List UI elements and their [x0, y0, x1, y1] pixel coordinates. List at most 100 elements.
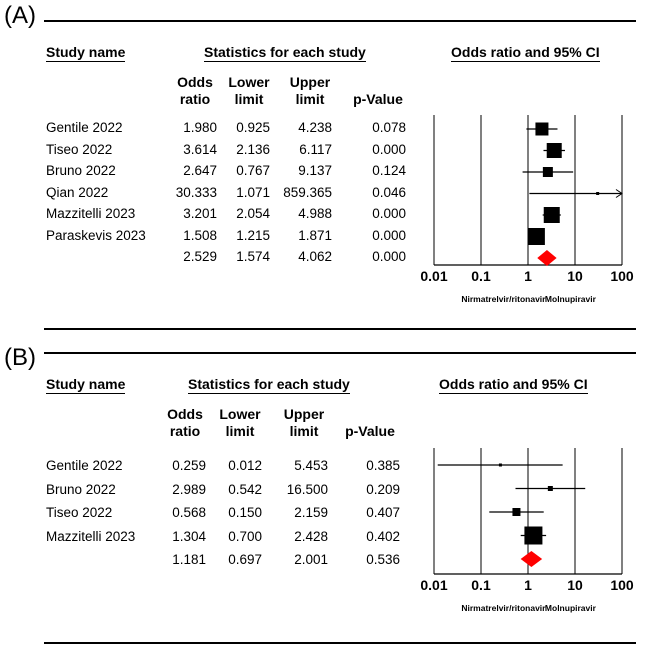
forest-plot-panel-a: (A) Study name Statistics for each study…	[0, 0, 651, 322]
p-value-cell: 0.536	[366, 552, 400, 567]
statistics-header: Statistics for each study	[204, 44, 366, 62]
study-name-header: Study name	[46, 44, 126, 62]
lower-limit-cell: 0.542	[228, 481, 262, 497]
x-tick-label: 0.01	[420, 577, 447, 593]
odds-ratio-cell: 1.304	[172, 528, 206, 544]
col-odds-ratio-header: Odds ratio	[165, 74, 225, 108]
col-p-value-header: p-Value	[345, 423, 395, 439]
x-tick-label: 10	[567, 268, 583, 284]
odds-ratio-cell: 2.647	[183, 163, 217, 178]
x-tick-label: 0.01	[420, 268, 447, 284]
odds-ratio-cell: 2.989	[172, 481, 206, 497]
study-name-cell: Tiseo 2022	[46, 141, 113, 157]
odds-ratio-cell: 1.980	[183, 120, 217, 135]
study-name-cell: Bruno 2022	[46, 163, 116, 178]
top-rule	[44, 352, 636, 354]
odds-ratio-cell: 2.529	[183, 249, 217, 264]
forest-plot-area: 0.01 0.1 1 10 100 Nirmatrelvir/ritonavir Molnu…	[420, 448, 634, 613]
lower-limit-cell: 0.925	[236, 120, 270, 135]
p-value-cell: 0.407	[366, 505, 400, 520]
col-upper-limit-header: Upper limit	[280, 74, 340, 108]
col-lo-line1: Lower	[219, 406, 261, 422]
col-or-line1: Odds	[167, 406, 203, 422]
lower-limit-cell: 1.071	[236, 184, 270, 200]
lower-limit-cell: 0.700	[228, 528, 262, 544]
lower-limit-cell: 0.012	[228, 458, 262, 473]
study-marker	[596, 192, 600, 195]
study-name-cell: Gentile 2022	[46, 120, 123, 135]
col-upper-limit-header: Upper limit	[274, 406, 334, 440]
study-name-cell: Mazzitelli 2023	[46, 528, 136, 544]
col-hi-line1: Upper	[283, 406, 325, 422]
study-marker	[524, 526, 543, 545]
study-marker	[542, 167, 553, 177]
odds-ratio-cell: 1.181	[172, 552, 206, 567]
x-tick-label: 10	[567, 577, 583, 593]
study-name-cell: Tiseo 2022	[46, 505, 113, 520]
lower-limit-cell: 1.574	[236, 249, 270, 264]
lower-limit-cell: 0.767	[236, 163, 270, 178]
study-name-header: Study name	[46, 376, 126, 394]
col-lo-line1: Lower	[228, 74, 270, 90]
study-marker	[546, 143, 562, 158]
study-marker	[498, 463, 502, 467]
col-or-line1: Odds	[177, 74, 213, 90]
x-tick-label: 0.1	[471, 268, 491, 284]
study-name-cell: Mazzitelli 2023	[46, 206, 136, 221]
favors-right-label: Molnupiravir	[545, 603, 597, 613]
x-tick-label: 1	[524, 268, 532, 284]
lower-limit-cell: 0.150	[228, 505, 262, 520]
odds-ratio-cell: 30.333	[175, 184, 217, 200]
lower-limit-cell: 1.215	[236, 227, 270, 243]
study-marker	[512, 508, 521, 516]
p-value-cell: 0.000	[372, 206, 406, 221]
top-rule-upper	[44, 328, 636, 330]
col-hi-line2: limit	[289, 423, 319, 439]
x-tick-label: 1	[524, 577, 532, 593]
col-or-line2: ratio	[179, 91, 211, 107]
col-lower-limit-header: Lower limit	[210, 406, 270, 440]
col-hi-line1: Upper	[289, 74, 331, 90]
col-or-line2: ratio	[169, 423, 201, 439]
study-name-cell: Bruno 2022	[46, 481, 116, 497]
p-value-cell: 0.046	[372, 184, 406, 200]
forest-plot-area: 0.01 0.1 1 10 100 Nirmatrelvir/ritonavir Molnu…	[420, 115, 634, 304]
upper-limit-cell: 1.871	[298, 227, 332, 243]
top-rule	[44, 20, 636, 22]
favors-right-label: Molnupiravir	[545, 294, 597, 304]
upper-limit-cell: 4.238	[298, 120, 332, 135]
col-lo-line2: limit	[234, 91, 264, 107]
study-marker	[543, 207, 560, 223]
p-value-cell: 0.385	[366, 458, 400, 473]
odds-ratio-cell: 3.201	[183, 206, 217, 221]
col-lower-limit-header: Lower limit	[219, 74, 279, 108]
favors-left-label: Nirmatrelvir/ritonavir	[461, 294, 546, 304]
forest-plot-panel-b: (B) Study name Statistics for each study…	[0, 328, 651, 647]
ci-arrow	[615, 189, 623, 198]
upper-limit-cell: 6.117	[299, 141, 332, 157]
plot-header: Odds ratio and 95% CI	[439, 376, 588, 394]
col-hi-line2: limit	[295, 91, 325, 107]
upper-limit-cell: 5.453	[294, 458, 328, 473]
p-value-cell: 0.000	[372, 141, 406, 157]
study-name-cell: Qian 2022	[46, 184, 109, 200]
plot-header: Odds ratio and 95% CI	[451, 44, 600, 62]
p-value-cell: 0.000	[372, 249, 406, 264]
upper-limit-cell: 2.159	[294, 505, 328, 520]
study-name-cell: Paraskevis 2023	[46, 227, 146, 243]
x-tick-label: 100	[610, 577, 634, 593]
statistics-header: Statistics for each study	[188, 376, 350, 394]
odds-ratio-cell: 0.568	[172, 505, 206, 520]
odds-ratio-cell: 3.614	[183, 141, 217, 157]
lower-limit-cell: 2.136	[236, 141, 270, 157]
study-marker	[547, 486, 553, 491]
upper-limit-cell: 16.500	[286, 481, 328, 497]
col-odds-ratio-header: Odds ratio	[155, 406, 215, 440]
upper-limit-cell: 859.365	[283, 184, 332, 200]
panel-label: (A)	[4, 2, 36, 29]
summary-diamond	[537, 250, 557, 266]
upper-limit-cell: 4.062	[298, 249, 332, 264]
upper-limit-cell: 9.137	[298, 163, 332, 178]
summary-diamond	[520, 551, 543, 567]
col-p-value-header: p-Value	[353, 91, 403, 107]
